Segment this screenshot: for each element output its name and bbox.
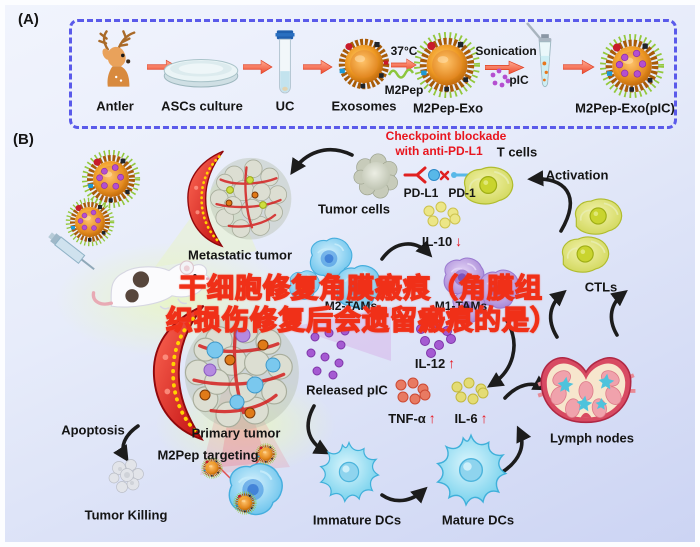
m2pep-exo-pic-label: M2Pep-Exo(pIC) xyxy=(575,100,675,116)
m2pep-targeting-label: M2Pep targeting xyxy=(157,447,259,463)
pd-1-label: PD-1 xyxy=(448,186,476,200)
il12-text: IL-12 xyxy=(414,356,446,371)
panel-a-dashed-box xyxy=(69,19,677,129)
primary-tumor-label: Primary tumor xyxy=(191,425,281,441)
up-arrow-glyph: ↑ xyxy=(428,410,436,426)
tnf-a-label: TNF-α ↑ xyxy=(388,410,436,426)
mature-dc-icon xyxy=(436,434,507,506)
il10-label: IL-10 ↓ xyxy=(422,233,462,249)
immature-dcs-label: Immature DCs xyxy=(312,512,402,528)
cytokine-dots-tnf xyxy=(395,377,431,405)
ctl-cell-icon xyxy=(574,198,623,236)
ctls-label: CTLs xyxy=(584,279,618,295)
up-arrow-glyph: ↑ xyxy=(480,410,488,426)
il12-label: IL-12 ↑ xyxy=(415,355,455,371)
pic-label: pIC xyxy=(509,73,529,87)
tumor-cells-label: Tumor cells xyxy=(317,201,391,217)
checkpoint-blockade-label: Checkpoint blockade xyxy=(385,129,507,143)
panel-b-tag: (B) xyxy=(13,131,34,148)
metastatic-tumor-icon xyxy=(186,149,293,248)
pic-dots-il12 xyxy=(416,318,456,358)
m2pep-exo-label: M2Pep-Exo xyxy=(412,100,484,116)
metastatic-tumor-label: Metastatic tumor xyxy=(187,247,293,263)
activation-label: Activation xyxy=(545,167,609,183)
panel-a-art xyxy=(98,22,661,95)
pd-l1-label: PD-L1 xyxy=(403,186,439,200)
mature-dcs-label: Mature DCs xyxy=(441,512,515,528)
pic-dots-icon xyxy=(490,68,511,88)
t-cells-label: T cells xyxy=(496,144,538,160)
anti-pdl1-label: with anti-PD-L1 xyxy=(395,144,483,158)
released-pic-label: Released pIC xyxy=(306,382,388,398)
panel-a-tag: (A) xyxy=(18,11,39,28)
il10-text: IL-10 xyxy=(421,234,453,249)
watermark-line1: 干细胞修复角膜瘢痕（角膜组 xyxy=(178,273,543,304)
ctl-cell-icon xyxy=(561,236,610,274)
figure-art xyxy=(48,22,700,516)
cytokine-dots-yellow xyxy=(423,201,461,229)
tumor-killing-label: Tumor Killing xyxy=(84,507,168,523)
m2pep-label: M2Pep xyxy=(384,83,424,97)
down-arrow-glyph: ↓ xyxy=(455,233,463,249)
m2-tams-label: M2-TAMs xyxy=(324,299,378,313)
ascs-culture-label: ASCs culture xyxy=(161,98,243,114)
injected-exosome-icon xyxy=(85,153,138,206)
cytokine-dots-il6 xyxy=(451,377,489,405)
antler-label: Antler xyxy=(96,98,134,114)
injected-exosome-icon xyxy=(68,200,112,244)
apoptosis-label: Apoptosis xyxy=(61,422,125,438)
il6-text: IL-6 xyxy=(454,411,478,426)
exosomes-label: Exosomes xyxy=(331,98,397,114)
tnf-a-text: TNF-α xyxy=(388,411,426,426)
m2pep-peptide-icon xyxy=(387,68,415,79)
immature-dc-icon xyxy=(320,441,380,503)
temperature-label: 37°C xyxy=(390,44,418,58)
watermark-line2: 织损伤修复后会遗留瘢痕的是） xyxy=(165,305,558,336)
uc-label: UC xyxy=(275,98,295,114)
tumor-cell-icon xyxy=(353,153,398,199)
up-arrow-glyph: ↑ xyxy=(448,355,456,371)
primary-tumor-icon xyxy=(151,303,301,442)
il6-label: IL-6 ↑ xyxy=(454,410,487,426)
sonication-label: Sonication xyxy=(475,44,537,58)
m2pep-targeting-icon xyxy=(201,443,284,516)
pd-interaction-icon xyxy=(403,166,470,184)
lymph-node-icon xyxy=(536,355,637,425)
lymph-nodes-label: Lymph nodes xyxy=(549,430,635,446)
released-pic-dots xyxy=(306,326,350,380)
flow-arrows xyxy=(113,148,628,504)
dead-tumor-cell-icon xyxy=(108,459,144,493)
m1-tams-label: M1-TAMs xyxy=(434,299,488,313)
syringe-icon xyxy=(48,232,95,271)
